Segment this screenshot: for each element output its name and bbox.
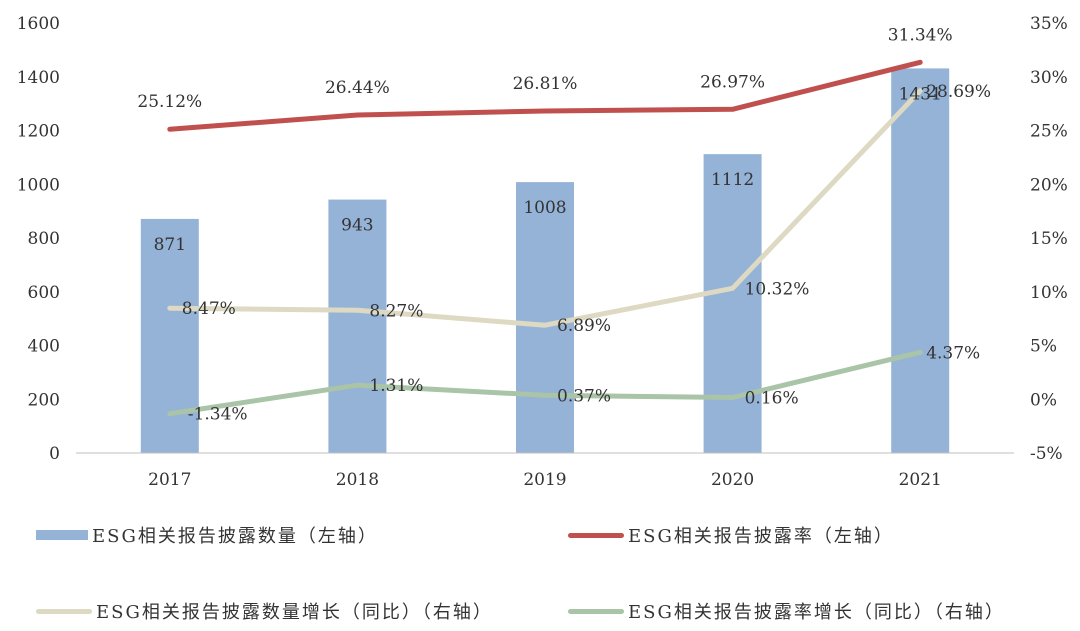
x-axis-tick-label: 2021	[899, 470, 942, 490]
right-axis-tick-label: 5%	[1030, 337, 1057, 357]
line-data-label: 4.37%	[926, 343, 980, 363]
right-axis-tick-label: 35%	[1030, 14, 1068, 34]
left-axis-ticks: 0 200 400 600 800 1000 1200 1400 1600	[17, 14, 60, 464]
left-axis-tick-label: 600	[28, 283, 60, 303]
left-axis-tick-label: 1600	[17, 14, 60, 34]
data-labels: 871 943 1008 1112 1431 25.12% 26.44% 26.81% 26.9…	[137, 25, 991, 424]
bar-data-label: 1008	[523, 198, 566, 218]
bar-data-label: 1112	[711, 170, 754, 190]
bar-data-label: 871	[154, 235, 186, 255]
line-data-label: 26.81%	[513, 74, 578, 94]
x-axis-tick-label: 2019	[523, 470, 566, 490]
line-data-label: 6.89%	[557, 316, 611, 336]
right-axis-tick-label: 0%	[1030, 390, 1057, 410]
line-data-label: 10.32%	[745, 279, 810, 299]
right-axis-ticks: -5% 0% 5% 10% 15% 20% 25% 30% 35%	[1030, 14, 1068, 464]
line-data-label: -1.34%	[188, 405, 248, 425]
x-axis-ticks: 2017 2018 2019 2020 2021	[148, 470, 942, 490]
right-axis-tick-label: 25%	[1030, 122, 1068, 142]
right-axis-tick-label: 15%	[1030, 229, 1068, 249]
bar	[328, 199, 387, 453]
right-axis-tick-label: 30%	[1030, 68, 1068, 88]
line-data-label: 26.97%	[700, 72, 765, 92]
x-axis-tick-label: 2017	[148, 470, 191, 490]
bar-data-label: 1431	[899, 84, 942, 104]
line-data-label: 0.16%	[745, 389, 799, 409]
bar	[703, 154, 762, 453]
line-data-label: 28.69%	[926, 82, 991, 102]
line-data-label: 25.12%	[137, 92, 202, 112]
x-axis-tick-label: 2020	[711, 470, 754, 490]
left-axis-tick-label: 1400	[17, 68, 60, 88]
bar-series	[140, 68, 950, 453]
left-axis-tick-label: 0	[49, 444, 60, 464]
line-data-label: 8.27%	[369, 301, 423, 321]
left-axis-tick-label: 800	[28, 229, 60, 249]
bar	[891, 68, 950, 453]
bar-data-label: 943	[341, 216, 373, 236]
right-axis-tick-label: 10%	[1030, 283, 1068, 303]
line-data-label: 31.34%	[888, 25, 953, 45]
left-axis-tick-label: 1200	[17, 122, 60, 142]
left-axis-tick-label: 200	[28, 390, 60, 410]
bar	[516, 182, 574, 453]
left-axis-tick-label: 400	[28, 337, 60, 357]
line-data-label: 8.47%	[182, 299, 236, 319]
series-line	[167, 88, 923, 328]
line-series	[167, 59, 923, 417]
left-axis-tick-label: 1000	[17, 175, 60, 195]
line-data-label: 0.37%	[557, 386, 611, 406]
series-line	[167, 349, 923, 417]
x-axis-tick-label: 2018	[336, 470, 379, 490]
line-data-label: 1.31%	[369, 376, 423, 396]
series-line	[167, 59, 923, 132]
right-axis-tick-label: 20%	[1030, 175, 1068, 195]
right-axis-tick-label: -5%	[1030, 444, 1063, 464]
line-data-label: 26.44%	[325, 78, 390, 98]
